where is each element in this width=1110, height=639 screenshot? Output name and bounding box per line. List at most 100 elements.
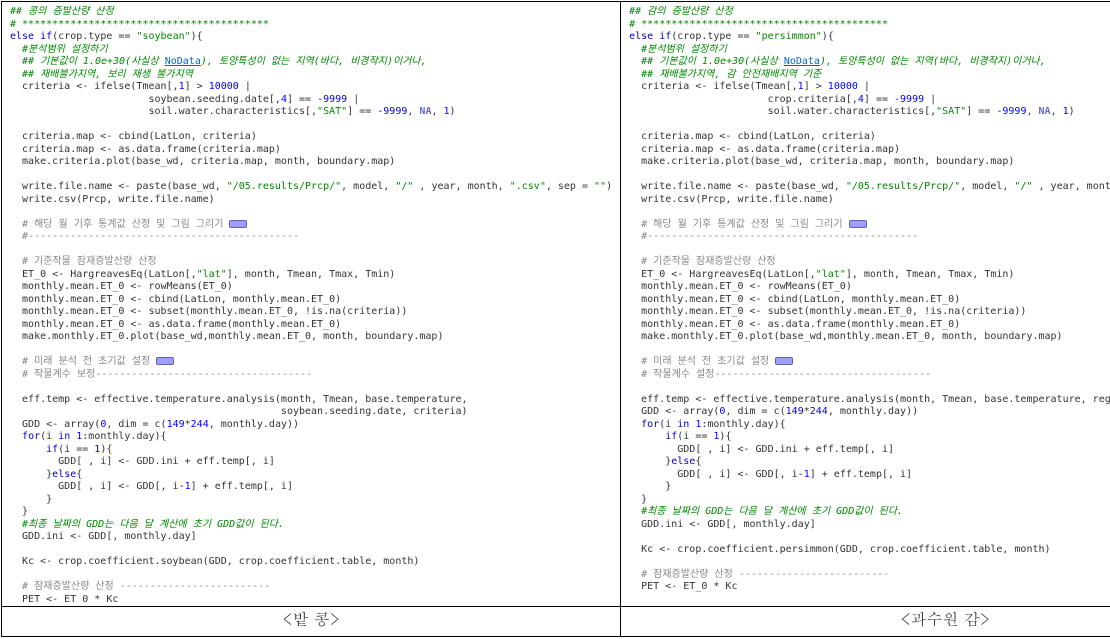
code-token: # **************************************…: [10, 19, 269, 30]
code-token: ET_0 <- HargreavesEq(LatLon[,: [10, 269, 197, 280]
code-line: write.csv(Prcp, write.file.name): [629, 194, 1110, 207]
code-token: # 기준작물 잠재증발산량 산정: [629, 256, 776, 267]
code-token: else if: [10, 31, 52, 42]
code-token: 149: [786, 406, 804, 417]
code-token: }: [10, 469, 52, 480]
code-token: [10, 431, 22, 442]
code-token: }: [629, 481, 671, 492]
code-line: [10, 569, 612, 582]
code-token: monthly.mean.ET_0 <- as.data.frame(month…: [10, 319, 341, 330]
code-line: criteria <- ifelse(Tmean[,1] > 10000 |: [629, 81, 1110, 94]
code-token: criteria <- ifelse(Tmean[,: [10, 81, 179, 92]
code-line: ET_0 <- HargreavesEq(LatLon[,"lat"], mon…: [629, 269, 1110, 282]
code-line: ## 감의 증발산량 산정: [629, 6, 1110, 19]
code-line: write.file.name <- paste(base_wd, "/05.r…: [10, 181, 612, 194]
code-line: criteria.map <- as.data.frame(criteria.m…: [10, 144, 612, 157]
code-token: make.monthly.ET_0.plot(base_wd,monthly.m…: [629, 331, 1062, 342]
code-token: [629, 419, 641, 430]
code-line: ## 콩의 증발산량 산정: [10, 6, 612, 19]
code-token: NoData: [165, 56, 201, 67]
fold-icon[interactable]: [849, 220, 867, 228]
code-token: (crop.type ==: [671, 31, 755, 42]
code-token: write.file.name <- paste(base_wd,: [10, 181, 227, 192]
code-token: if: [665, 431, 677, 442]
code-line: # 작물계수 설정-------------------------------…: [629, 369, 1110, 382]
code-token: GDD[ , i] <- GDD[, i: [629, 469, 798, 480]
code-token: ,: [431, 106, 443, 117]
code-token: criteria.map <- as.data.frame(criteria.m…: [10, 144, 281, 155]
code-line: make.criteria.plot(base_wd, criteria.map…: [10, 156, 612, 169]
code-token: soybean.seeding.date[,: [10, 94, 281, 105]
code-token: #최종 날짜의 GDD는 다음 달 계산에 초기 GDD값이 된다.: [10, 519, 284, 530]
code-line: [10, 544, 612, 557]
code-token: , model,: [960, 181, 1014, 192]
code-token: , monthly.day)): [828, 406, 918, 417]
code-token: "/05.results/Prcp/": [227, 181, 341, 192]
code-token: in: [677, 419, 689, 430]
code-line: [629, 556, 1110, 569]
code-token: # 잠재증발산량 산정 -------------------------: [629, 569, 889, 580]
code-token: |: [347, 94, 359, 105]
fold-icon[interactable]: [229, 220, 247, 228]
code-token: {: [76, 469, 82, 480]
comparison-table: ## 콩의 증발산량 산정# *************************…: [1, 1, 1110, 637]
code-line: GDD[ , i] <- GDD[, i-1] + eff.temp[, i]: [629, 469, 1110, 482]
code-line: #---------------------------------------…: [629, 231, 1110, 244]
code-token: , year, month,: [1032, 181, 1110, 192]
code-line: write.csv(Prcp, write.file.name): [10, 194, 612, 207]
code-token: "/05.results/Prcp/": [846, 181, 960, 192]
code-token: else: [52, 469, 76, 480]
code-token: ## 기본값이 1.0e+30(사실상: [629, 56, 784, 67]
code-line: }: [10, 494, 612, 507]
code-line: eff.temp <- effective.temperature.analys…: [629, 394, 1110, 407]
code-token: ): [1069, 106, 1075, 117]
code-token: ] + eff.temp[, i]: [810, 469, 912, 480]
code-token: for: [22, 431, 40, 442]
code-token: |: [858, 81, 870, 92]
right-code-cell: ## 감의 증발산량 산정# *************************…: [621, 2, 1110, 607]
code-line: if(i == 1){: [629, 431, 1110, 444]
code-token: monthly.mean.ET_0 <- cbind(LatLon, month…: [10, 294, 341, 305]
code-token: #최종 날짜의 GDD는 다음 달 계산에 초기 GDD값이 된다.: [629, 506, 903, 517]
code-token: (i: [659, 419, 677, 430]
code-line: [10, 381, 612, 394]
code-line: for(i in 1:monthly.day){: [629, 419, 1110, 432]
code-line: #---------------------------------------…: [10, 231, 612, 244]
fold-icon[interactable]: [775, 357, 793, 365]
code-line: monthly.mean.ET_0 <- cbind(LatLon, month…: [10, 294, 612, 307]
code-token: ): [450, 106, 456, 117]
code-token: }: [629, 494, 647, 505]
left-code-panel[interactable]: ## 콩의 증발산량 산정# *************************…: [2, 2, 620, 604]
fold-icon[interactable]: [156, 357, 174, 365]
code-token: soybean.seeding.date, criteria): [10, 406, 468, 417]
code-token: # 기준작물 잠재증발산량 산정: [10, 256, 157, 267]
code-line: ## 재배불가지역, 보리 재생 불가지역: [10, 69, 612, 82]
code-line: Kc <- crop.coefficient.soybean(GDD, crop…: [10, 556, 612, 569]
code-line: Kc <- crop.coefficient.persimmon(GDD, cr…: [629, 544, 1110, 557]
code-token: monthly.mean.ET_0 <- cbind(LatLon, month…: [629, 294, 960, 305]
code-line: criteria <- ifelse(Tmean[,1] > 10000 |: [10, 81, 612, 94]
code-token: Kc <- crop.coefficient.soybean(GDD, crop…: [10, 556, 419, 567]
code-line: [629, 381, 1110, 394]
code-token: # 미래 분석 전 초기값 설정: [629, 356, 775, 367]
code-line: soybean.seeding.date, criteria): [10, 406, 612, 419]
code-line: }: [629, 494, 1110, 507]
right-code-panel[interactable]: ## 감의 증발산량 산정# *************************…: [621, 2, 1110, 604]
code-token: #분석범위 설정하기: [629, 44, 727, 55]
code-line: crop.criteria[,4] == -9999 |: [629, 94, 1110, 107]
code-token: [10, 444, 46, 455]
code-line: else if(crop.type == "persimmon"){: [629, 31, 1110, 44]
code-token: }: [10, 494, 52, 505]
code-token: in: [58, 431, 70, 442]
code-token: else: [671, 456, 695, 467]
code-token: "lat": [197, 269, 227, 280]
code-token: #분석범위 설정하기: [10, 44, 108, 55]
code-token: for: [641, 419, 659, 430]
code-token: ] ==: [966, 106, 996, 117]
code-line: GDD.ini <- GDD[, monthly.day]: [10, 531, 612, 544]
code-line: [629, 244, 1110, 257]
left-caption: <밭 콩>: [2, 607, 621, 637]
code-token: ] >: [804, 81, 828, 92]
code-token: NA: [419, 106, 431, 117]
code-line: [10, 169, 612, 182]
